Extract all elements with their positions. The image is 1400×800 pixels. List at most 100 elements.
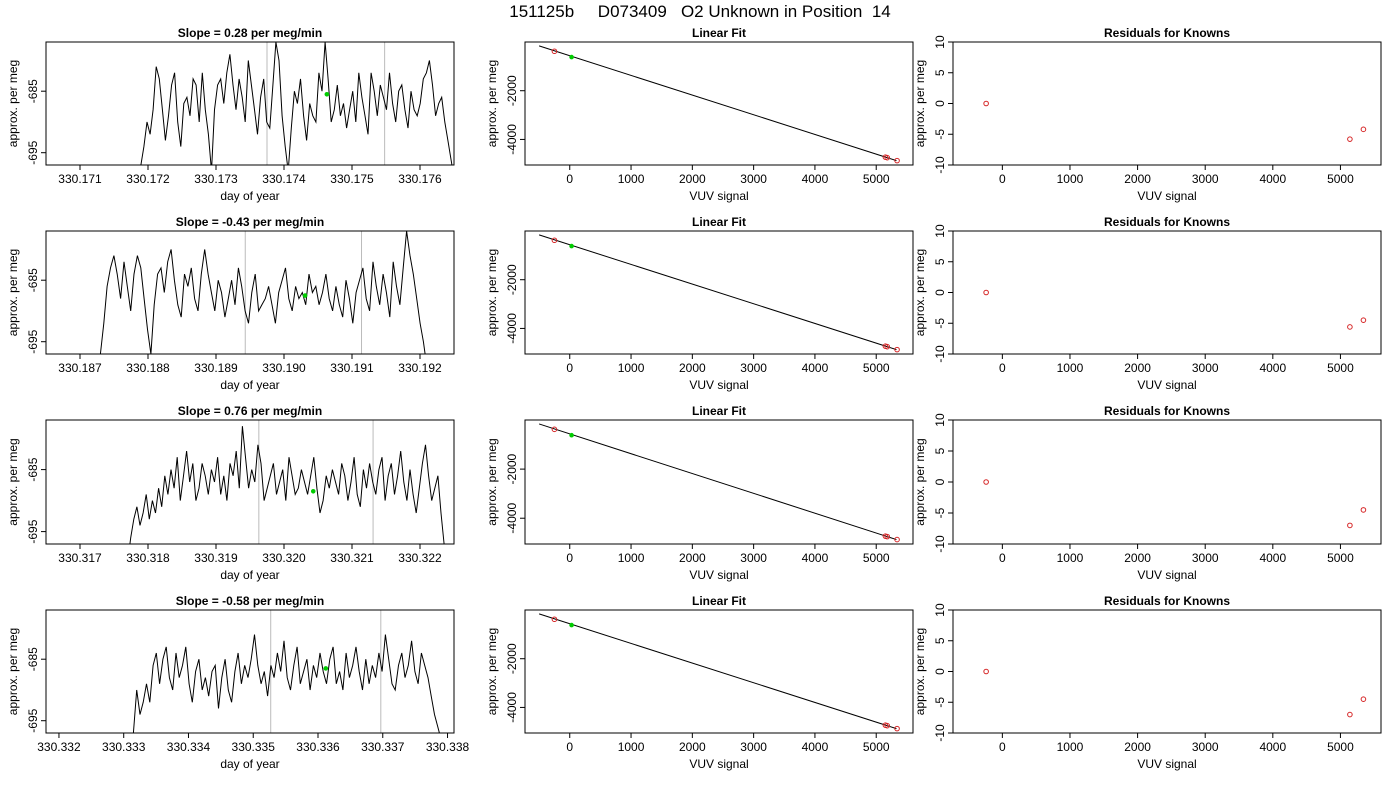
trace-line: [99, 231, 426, 354]
x-tick-label: 1000: [1057, 172, 1084, 186]
y-tick-label: 0: [933, 100, 947, 107]
known-point: [884, 154, 891, 161]
known-point: [884, 533, 891, 540]
residual-point: [1347, 522, 1353, 529]
x-tick-label: 3000: [740, 172, 767, 186]
y-tick-label: -4000: [505, 313, 519, 344]
x-tick-label: 2000: [1124, 740, 1151, 754]
y-axis-label: approx. per meg: [485, 628, 499, 715]
y-tick-label: -2000: [505, 643, 519, 674]
panel-residuals-row-2: Residuals for Knowns 0 1000 2000 3000 4000 500…: [913, 215, 1382, 392]
x-tick-label: 3000: [1192, 172, 1219, 186]
y-tick-label: -5: [933, 507, 947, 518]
x-tick-label: 0: [566, 740, 573, 754]
x-tick-label: 330.335: [232, 740, 276, 754]
panel-title: Residuals for Knowns: [1104, 404, 1230, 418]
x-tick-label: 330.189: [194, 361, 238, 375]
unknown-point: [569, 243, 574, 249]
x-axis-label: VUV signal: [1137, 189, 1196, 203]
panel-time-trace-row-4: Slope = -0.58 per meg/min 330.332 330.333 3…: [6, 594, 470, 771]
x-tick-label: 4000: [802, 172, 829, 186]
unknown-marker: [324, 91, 330, 97]
residual-point: [1360, 696, 1367, 702]
plot-frame: [952, 230, 1382, 355]
plot-area: [99, 231, 426, 354]
plot-frame: [952, 609, 1382, 734]
x-tick-label: 5000: [1327, 361, 1354, 375]
x-tick-label: 4000: [802, 551, 829, 565]
plot-area: [129, 420, 445, 544]
x-tick-label: 2000: [679, 172, 706, 186]
y-axis-label: approx. per meg: [913, 628, 927, 715]
known-point: [884, 343, 891, 350]
x-tick-label: 3000: [1192, 551, 1219, 565]
y-axis-label: approx. per meg: [485, 249, 499, 336]
x-axis-label: day of year: [220, 378, 279, 392]
panel-title: Linear Fit: [692, 404, 746, 418]
figure-title: 151125b D073409 O2 Unknown in Position 1…: [509, 2, 891, 21]
plot-area: [140, 42, 453, 165]
unknown-point: [569, 432, 574, 438]
panel-linear-fit-row-2: Linear Fit 0 1000 2000 3000 4000 5000 -2000 -400…: [485, 215, 914, 392]
x-tick-label: 4000: [1259, 172, 1286, 186]
trace-line: [140, 42, 453, 165]
plot-frame: [524, 230, 914, 355]
y-axis-label: approx. per meg: [485, 438, 499, 525]
x-tick-label: 2000: [1124, 172, 1151, 186]
x-tick-label: 3000: [740, 551, 767, 565]
y-tick-label: 5: [933, 637, 947, 644]
y-axis-label: approx. per meg: [6, 438, 20, 525]
x-tick-label: 330.175: [330, 172, 374, 186]
y-tick-label: -10: [933, 156, 947, 174]
plot-frame: [524, 609, 914, 734]
x-axis-label: VUV signal: [689, 189, 748, 203]
x-tick-label: 330.332: [37, 740, 81, 754]
plot-frame: [524, 419, 914, 545]
x-tick-label: 330.322: [398, 551, 442, 565]
panel-title: Linear Fit: [692, 215, 746, 229]
y-tick-label: -4000: [505, 692, 519, 723]
x-tick-label: 5000: [1327, 172, 1354, 186]
y-tick-label: -10: [933, 535, 947, 553]
residual-point: [1350, 37, 1355, 42]
y-tick-label: -695: [26, 519, 40, 543]
panel-title: Residuals for Knowns: [1104, 594, 1230, 608]
fit-line: [538, 423, 897, 541]
residual-point: [1347, 711, 1353, 718]
panel-title: Slope = -0.58 per meg/min: [176, 594, 324, 608]
x-tick-label: 330.333: [102, 740, 146, 754]
x-axis-label: VUV signal: [689, 757, 748, 771]
x-tick-label: 0: [566, 361, 573, 375]
plot-area: [132, 610, 440, 733]
x-tick-label: 3000: [740, 740, 767, 754]
x-tick-label: 4000: [802, 361, 829, 375]
panel-time-trace-row-3: Slope = 0.76 per meg/min 330.317 330.318 33…: [6, 404, 455, 582]
x-tick-label: 0: [999, 361, 1006, 375]
known-point: [551, 426, 558, 433]
x-axis-label: VUV signal: [689, 568, 748, 582]
x-axis-label: VUV signal: [1137, 568, 1196, 582]
x-tick-label: 3000: [1192, 361, 1219, 375]
known-point: [894, 157, 900, 164]
plot-area: [538, 45, 900, 164]
x-tick-label: 2000: [679, 740, 706, 754]
plot-frame: [45, 41, 455, 166]
trace-line: [129, 426, 445, 544]
y-tick-label: -2000: [505, 264, 519, 295]
x-tick-label: 2000: [1124, 361, 1151, 375]
y-tick-label: -2000: [505, 75, 519, 106]
y-tick-label: -5: [933, 318, 947, 329]
y-axis-label: approx. per meg: [485, 60, 499, 147]
residual-point: [983, 479, 989, 485]
x-tick-label: 330.319: [194, 551, 238, 565]
x-tick-label: 330.172: [126, 172, 170, 186]
y-tick-label: -10: [933, 345, 947, 363]
panel-title: Slope = 0.76 per meg/min: [178, 404, 322, 418]
plot-area: [983, 479, 1367, 529]
y-tick-label: -2000: [505, 453, 519, 484]
x-tick-label: 330.336: [296, 740, 340, 754]
x-tick-label: 3000: [740, 361, 767, 375]
x-axis-label: day of year: [220, 189, 279, 203]
y-tick-label: 0: [933, 668, 947, 675]
